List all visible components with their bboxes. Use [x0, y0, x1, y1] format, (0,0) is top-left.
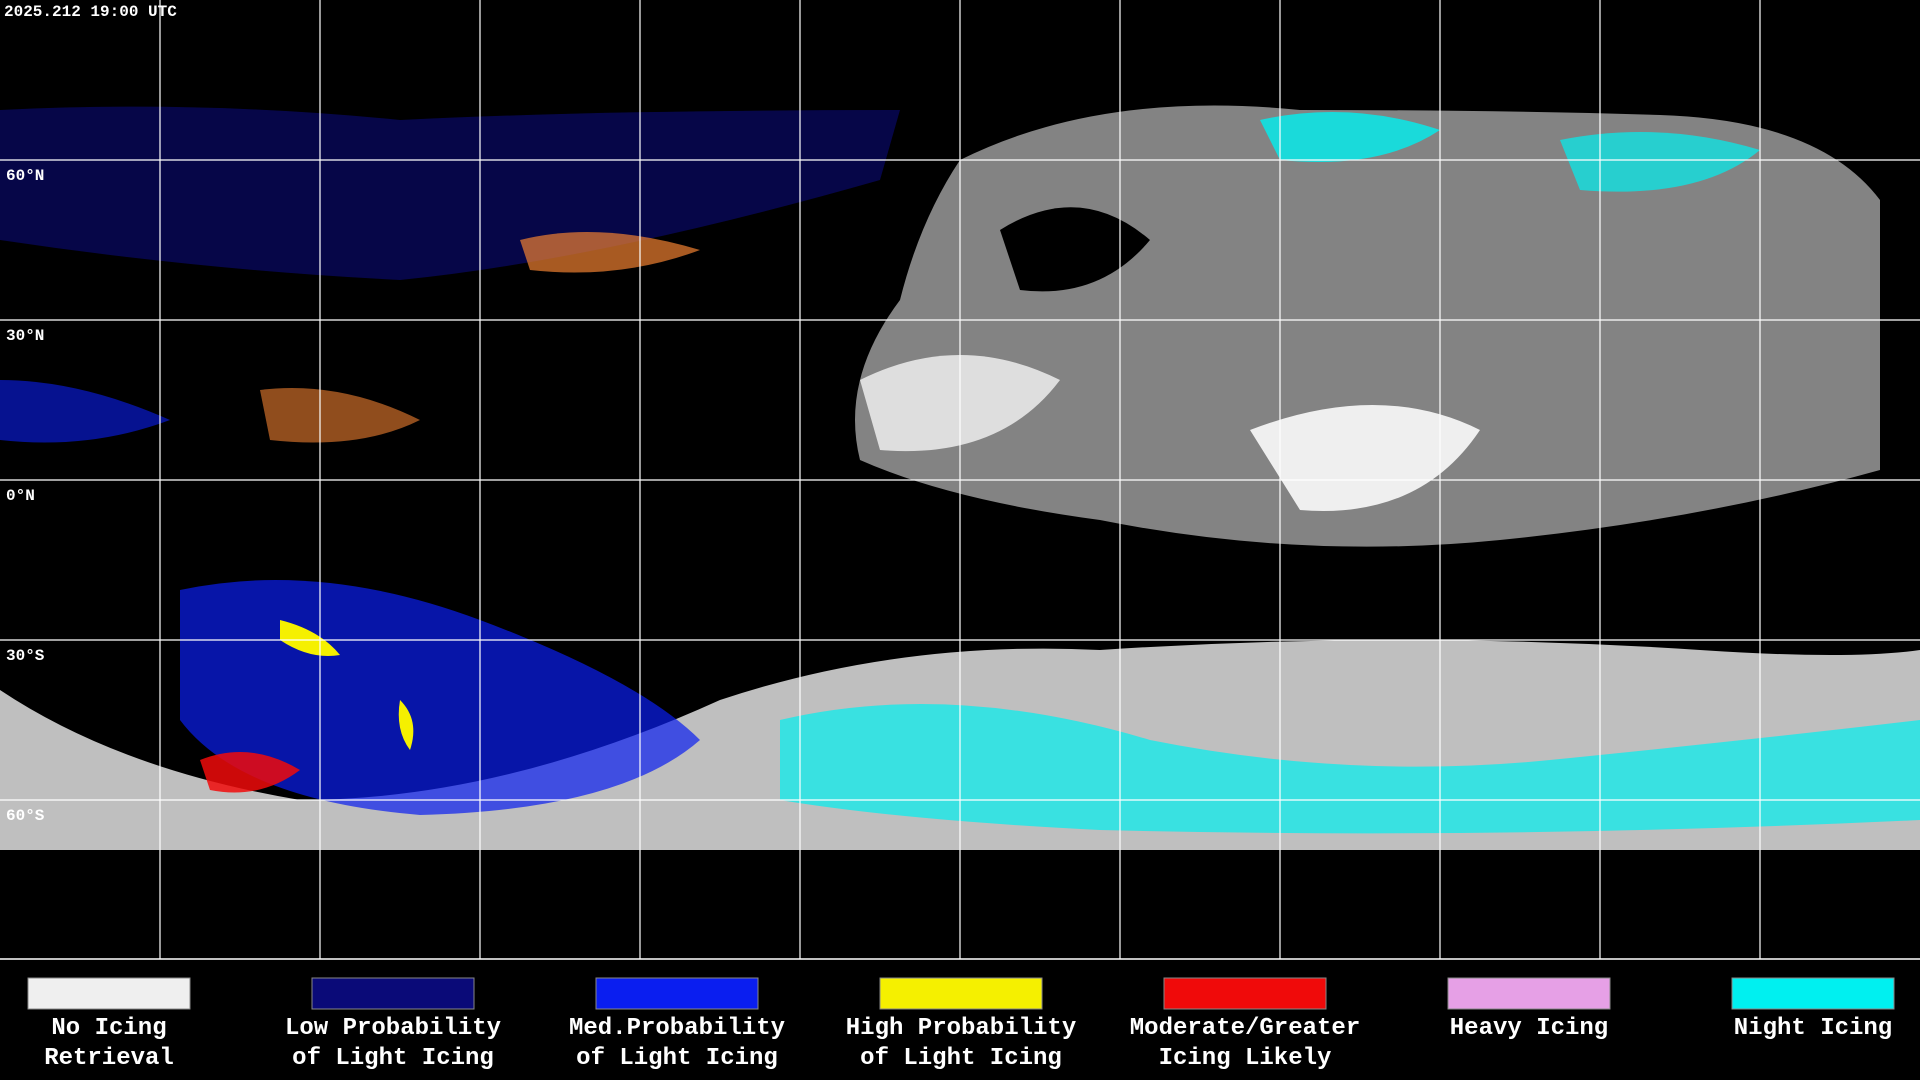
- legend-label: Heavy Icing: [1450, 1015, 1608, 1042]
- legend-swatch: [1447, 977, 1611, 1010]
- latitude-label: 30°S: [6, 647, 45, 665]
- latitude-label: 60°S: [6, 807, 45, 825]
- icing-area: [520, 232, 700, 273]
- latitude-label: 0°N: [6, 487, 35, 505]
- night-cloud: [780, 704, 1920, 834]
- night-cloud: [1560, 132, 1760, 192]
- legend-label: Retrieval: [44, 1045, 174, 1072]
- icing-area: [0, 380, 170, 443]
- graticule: [0, 0, 1920, 959]
- day-cloud: [1250, 405, 1480, 511]
- legend-swatch: [1163, 977, 1327, 1010]
- icing-area: [398, 700, 414, 750]
- legend-label: of Light Icing: [576, 1045, 778, 1072]
- icing-area: [280, 620, 340, 656]
- legend-swatch: [1731, 977, 1895, 1010]
- legend-label: Med.Probability: [569, 1015, 785, 1042]
- legend-label: of Light Icing: [860, 1045, 1062, 1072]
- legend-label: of Light Icing: [292, 1045, 494, 1072]
- legend: No Icing Retrieval Low Probability of Light…: [27, 977, 1895, 1072]
- latitude-labels: 60°N 30°N 0°N 30°S 60°S: [6, 167, 45, 825]
- icing-area: [200, 752, 300, 793]
- clear-sky: [1000, 207, 1150, 292]
- legend-swatch: [595, 977, 759, 1010]
- timestamp: 2025.212 19:00 UTC: [4, 3, 177, 21]
- legend-swatch: [27, 977, 191, 1010]
- legend-swatch: [311, 977, 475, 1010]
- legend-label: Moderate/Greater: [1130, 1015, 1360, 1042]
- icing-area: [0, 106, 900, 281]
- legend-swatch: [879, 977, 1043, 1010]
- latitude-label: 60°N: [6, 167, 44, 185]
- icing-area: [260, 388, 420, 443]
- legend-label: High Probability: [846, 1015, 1076, 1042]
- legend-label: Icing Likely: [1159, 1045, 1332, 1072]
- night-cloud: [1260, 112, 1440, 162]
- latitude-label: 30°N: [6, 327, 44, 345]
- legend-label: Low Probability: [285, 1015, 501, 1042]
- legend-label: No Icing: [51, 1015, 166, 1042]
- legend-label: Night Icing: [1734, 1015, 1892, 1042]
